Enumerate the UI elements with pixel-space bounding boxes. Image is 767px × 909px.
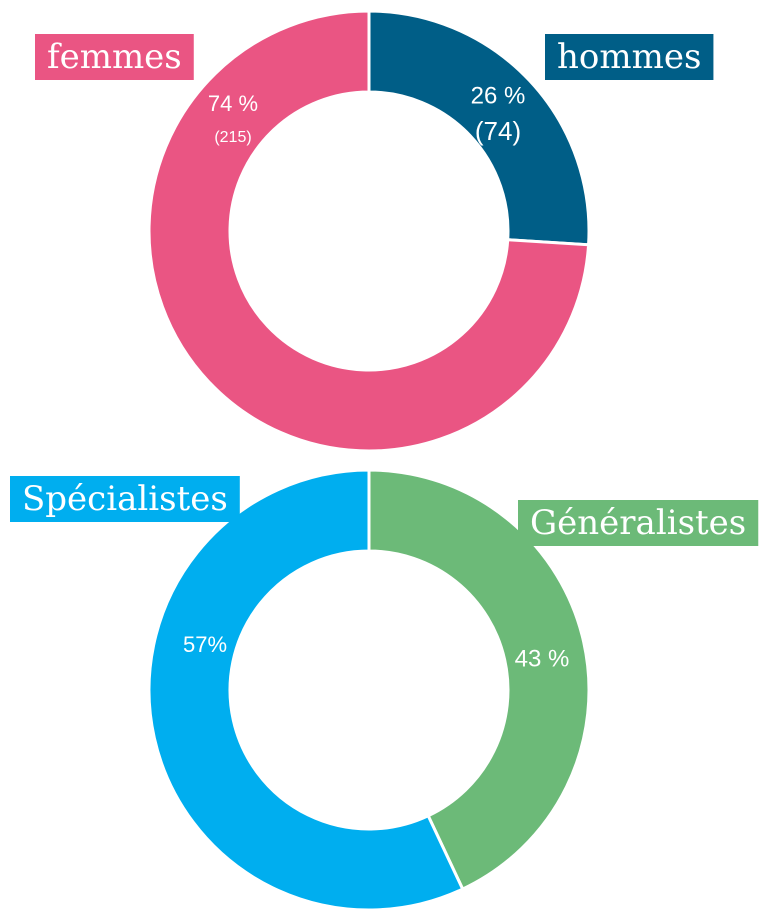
- value-label: 43 %: [515, 645, 570, 672]
- label-box: [518, 500, 759, 546]
- value-label: 57%: [183, 632, 227, 657]
- donut-segment: [367, 9, 591, 247]
- category-text: Généralistes: [530, 503, 746, 543]
- value-label: 74 %: [208, 91, 258, 116]
- category-text: femmes: [47, 37, 182, 77]
- value-label: 26 %: [471, 82, 526, 109]
- category-label: Spécialistes: [10, 476, 240, 522]
- category-text: hommes: [557, 37, 701, 77]
- count-label: (74): [475, 116, 521, 146]
- label-box: [545, 34, 714, 80]
- category-label: Généralistes: [518, 500, 759, 546]
- donut-segment: [147, 9, 591, 453]
- donut-segment: [147, 468, 465, 909]
- category-label: femmes: [35, 34, 194, 80]
- label-box: [35, 34, 194, 80]
- category-text: Spécialistes: [22, 479, 228, 519]
- category-label: hommes: [545, 34, 714, 80]
- count-label: (215): [214, 129, 251, 146]
- label-box: [10, 476, 240, 522]
